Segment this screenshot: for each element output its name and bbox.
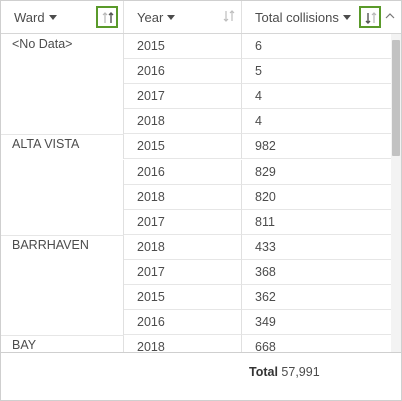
cell-year: 2016 [124, 310, 242, 336]
cell-total: 362 [242, 285, 391, 310]
cell-total: 5 [242, 59, 391, 85]
cell-year: 2017 [124, 84, 242, 110]
cell-year: 2017 [124, 209, 242, 235]
table-row: 2018 4 [1, 109, 391, 135]
cell-total: 811 [242, 210, 391, 235]
cell-year: 2015 [124, 285, 242, 310]
cell-total: 4 [242, 84, 391, 110]
column-menu-year[interactable]: Year [137, 10, 176, 25]
table-row: 2016 5 [1, 59, 391, 85]
cell-year: 2018 [124, 335, 242, 352]
table-row: 2016 349 [1, 310, 391, 336]
cell-ward: BAY [1, 335, 124, 352]
sort-descending-icon [365, 12, 377, 24]
cell-ward: ALTA VISTA [1, 134, 124, 160]
total-label: Total [249, 365, 278, 379]
total-summary: Total 57,991 [249, 365, 320, 379]
total-value: 57,991 [281, 365, 320, 379]
column-header-year: Year [124, 1, 242, 33]
sort-ascending-icon [102, 12, 114, 23]
cell-ward: BARRHAVEN [1, 234, 124, 260]
column-header-ward: Ward [1, 1, 124, 33]
sort-ward-button[interactable] [96, 6, 118, 28]
scroll-up-icon[interactable] [383, 9, 397, 23]
table-row: ALTA VISTA 2015 982 [1, 134, 391, 160]
table-row: 2018 820 [1, 184, 391, 210]
caret-down-icon [48, 15, 57, 20]
cell-year: 2015 [124, 34, 242, 59]
table-footer: Total 57,991 [1, 352, 401, 400]
cell-ward [1, 259, 124, 285]
column-header-total-collisions: Total collisions [242, 1, 391, 33]
cell-ward [1, 310, 124, 336]
cell-ward [1, 159, 124, 185]
cell-total: 829 [242, 160, 391, 185]
table-row: 2017 368 [1, 259, 391, 285]
scrollbar-thumb[interactable] [392, 40, 400, 156]
table-row: 2017 4 [1, 84, 391, 110]
group-divider [1, 134, 124, 136]
column-label-total-collisions: Total collisions [255, 10, 339, 25]
table-row: 2016 829 [1, 159, 391, 185]
cell-year: 2018 [124, 109, 242, 135]
sort-year-button[interactable] [219, 6, 241, 28]
table-row: 2015 362 [1, 285, 391, 310]
cell-year: 2016 [124, 59, 242, 85]
group-divider [1, 335, 124, 337]
cell-total: 668 [242, 335, 391, 352]
sort-total-collisions-button[interactable] [359, 6, 381, 28]
table-row: <No Data> 2015 6 [1, 34, 391, 59]
vertical-scrollbar[interactable] [391, 34, 401, 352]
cell-ward: <No Data> [1, 34, 124, 59]
cell-total: 4 [242, 109, 391, 135]
caret-down-icon [342, 15, 351, 20]
cell-ward [1, 285, 124, 310]
table-body: <No Data> 2015 6 2016 5 2017 4 2018 4 ALTA VISTA 2… [1, 34, 391, 352]
cell-total: 349 [242, 310, 391, 336]
sort-icon [223, 10, 235, 22]
caret-down-icon [167, 15, 176, 20]
cell-year: 2017 [124, 259, 242, 285]
cell-ward [1, 209, 124, 235]
table-header: Ward Year Total collisions [1, 1, 401, 34]
cell-ward [1, 184, 124, 210]
cell-year: 2015 [124, 134, 242, 160]
table-row: 2017 811 [1, 209, 391, 235]
cell-total: 368 [242, 260, 391, 285]
group-divider [1, 234, 124, 236]
cell-year: 2018 [124, 184, 242, 210]
cell-total: 433 [242, 235, 391, 260]
column-label-ward: Ward [14, 10, 45, 25]
column-menu-total-collisions[interactable]: Total collisions [255, 10, 351, 25]
cell-total: 6 [242, 34, 391, 59]
cell-total: 982 [242, 134, 391, 160]
cell-year: 2016 [124, 159, 242, 185]
table-row: BAY 2018 668 [1, 335, 391, 352]
column-label-year: Year [137, 10, 164, 25]
table-row: BARRHAVEN 2018 433 [1, 234, 391, 260]
cell-year: 2018 [124, 234, 242, 260]
cell-ward [1, 84, 124, 110]
column-menu-ward[interactable]: Ward [14, 10, 57, 25]
cell-total: 820 [242, 185, 391, 210]
cell-ward [1, 59, 124, 85]
cell-ward [1, 109, 124, 135]
